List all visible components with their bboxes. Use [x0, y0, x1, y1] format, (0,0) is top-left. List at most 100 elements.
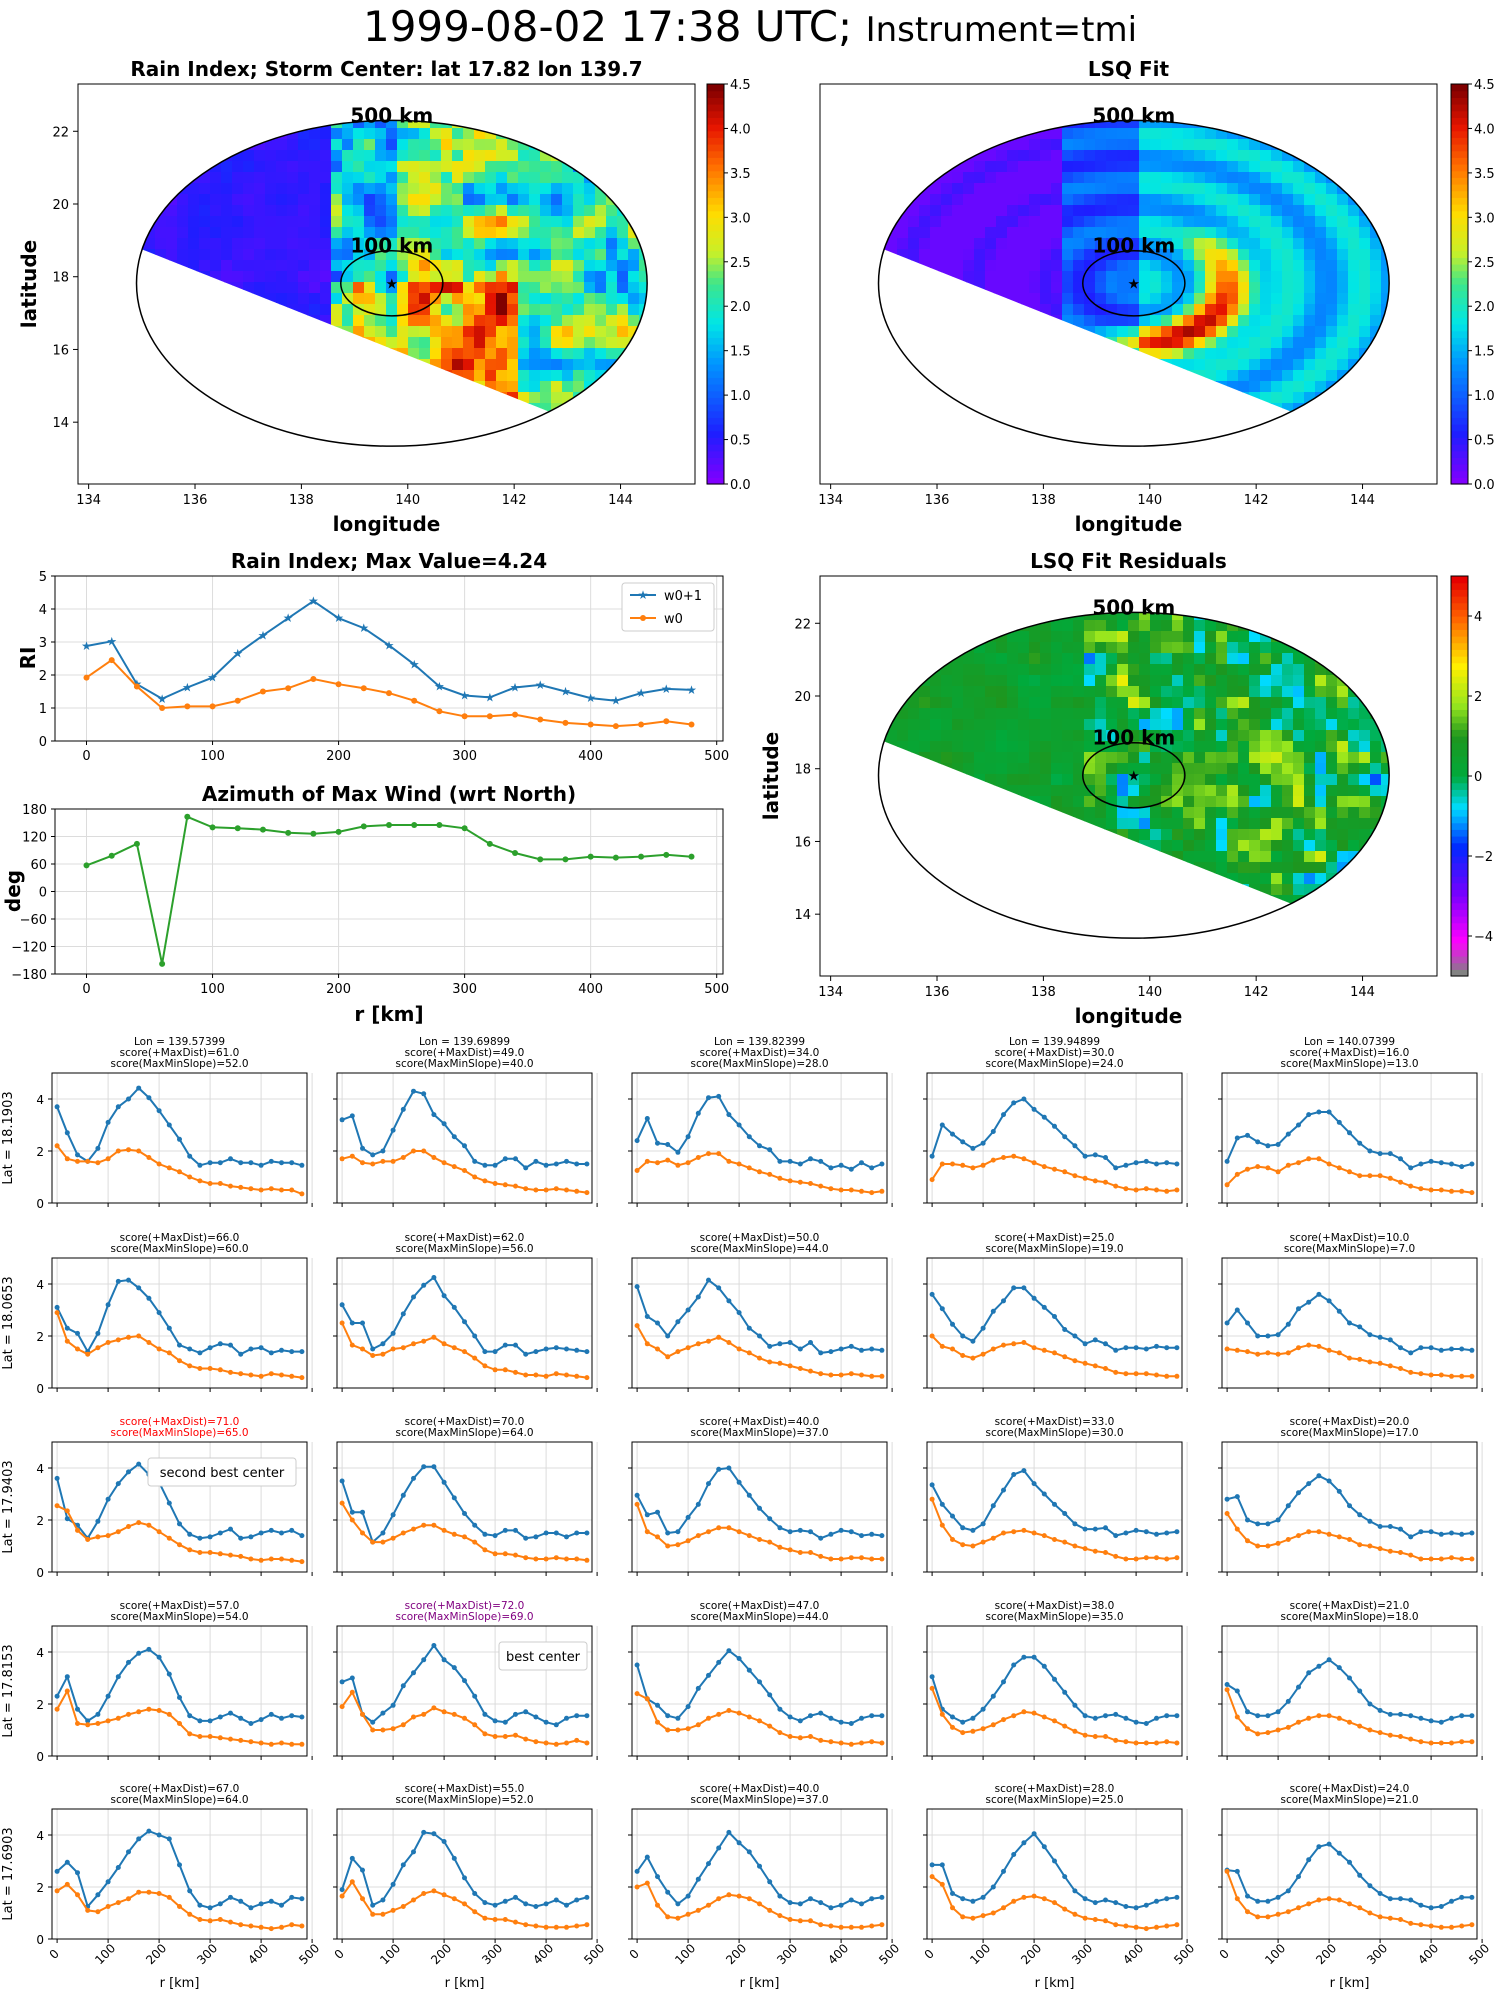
- fit-field-cell: [1172, 120, 1184, 129]
- fit-field-cell: [1227, 139, 1239, 151]
- rain-field-cell: [342, 293, 354, 305]
- grid-panel-point: [757, 1143, 762, 1149]
- rain-field-cell: [628, 260, 640, 272]
- grid-panel-title: score(MaxMinSlope)=13.0: [1280, 1058, 1418, 1070]
- rain-colorbar-swatch: [707, 377, 724, 385]
- fit-field-cell: [1326, 326, 1338, 338]
- rain-field-cell: [540, 172, 552, 184]
- fit-field-cell: [1029, 216, 1041, 228]
- fit-field-cell: [1073, 271, 1085, 283]
- grid-panel-point: [1113, 1183, 1119, 1189]
- grid-panel-plot-area: [1222, 1073, 1477, 1203]
- resid-field-cell: [1326, 818, 1338, 830]
- rain-field-cell: [298, 150, 310, 162]
- fit-field-cell: [1348, 337, 1360, 349]
- resid-field-cell: [1337, 719, 1349, 731]
- rain-field-cell: [353, 128, 365, 140]
- resid-field-cell: [1282, 752, 1294, 764]
- rain-field-cell: [364, 194, 376, 206]
- rain-field-cell: [562, 381, 574, 393]
- grid-panel-title: score(MaxMinSlope)=44.0: [690, 1243, 828, 1255]
- rain-field-cell: [419, 315, 431, 327]
- fit-field-cell: [1117, 172, 1129, 184]
- resid-field-cell: [1150, 620, 1162, 632]
- rain-field-cell: [298, 304, 310, 316]
- fit-field-cell: [1238, 381, 1250, 393]
- resid-field-cell: [1359, 752, 1371, 764]
- grid-panel-point: [939, 1343, 945, 1349]
- rain-field-cell: [463, 183, 475, 195]
- grid-panel-point: [1062, 1327, 1068, 1332]
- grid-panel-point: [736, 1122, 742, 1128]
- grid-panel-point: [584, 1349, 590, 1355]
- grid-panel-axes-frame: [336, 1072, 593, 1204]
- grid-panel-point: [411, 1148, 416, 1154]
- rain-field-cell: [540, 304, 552, 316]
- rain-field-cell: [221, 249, 233, 261]
- grid-panel-point: [115, 1481, 121, 1487]
- grid-panel-point: [929, 1177, 935, 1183]
- rain-field-cell: [265, 139, 277, 151]
- grid-panel-point: [990, 1129, 996, 1134]
- grid-panel-axes-frame: [1221, 1257, 1478, 1389]
- grid-panel-point: [380, 1158, 386, 1164]
- grid-panel-ytick-label: 0: [36, 1197, 44, 1211]
- resid-colorbar-swatch: [1451, 682, 1468, 690]
- resid-field-cell: [1282, 664, 1294, 676]
- fit-field-cell: [1051, 139, 1063, 151]
- fit-field-cell: [1227, 282, 1239, 294]
- fit-field-cell: [1260, 249, 1272, 261]
- resid-field-cell: [952, 741, 964, 753]
- grid-panel-point: [1082, 1360, 1088, 1366]
- resid-field-cell: [1260, 818, 1272, 830]
- grid-panel-point: [238, 1535, 244, 1541]
- grid-panel-plot-area: [927, 1073, 1182, 1203]
- resid-xtick-label: 142: [1244, 985, 1269, 1000]
- resid-field-cell: [1205, 620, 1217, 632]
- resid-field-cell: [1249, 752, 1261, 764]
- rain-field-cell: [243, 249, 255, 261]
- grid-panel-point: [1123, 1345, 1129, 1351]
- resid-field-cell: [1238, 763, 1250, 775]
- fit-colorbar-swatch: [1451, 250, 1468, 258]
- fit-field-cell: [1315, 271, 1327, 283]
- fit-field-cell: [1315, 172, 1327, 184]
- rain-field-cell: [529, 205, 541, 217]
- resid-field-cell: [1029, 774, 1041, 786]
- rain-field-cell: [331, 183, 343, 195]
- grid-panel-point: [380, 1539, 386, 1545]
- fit-field-cell: [1029, 205, 1041, 217]
- grid-panel-axes-frame: [1221, 1072, 1478, 1204]
- resid-field-cell: [1161, 612, 1173, 621]
- rain-field-cell: [573, 271, 585, 283]
- grid-panel-point: [105, 1533, 111, 1539]
- grid-panel-point: [339, 1117, 345, 1123]
- grid-panel-point: [1011, 1285, 1017, 1291]
- fit-field-cell: [1095, 227, 1107, 239]
- resid-field-cell: [941, 664, 953, 676]
- grid-panel-point: [258, 1557, 264, 1563]
- fit-field-cell: [985, 150, 997, 162]
- grid-panel-point: [339, 1156, 345, 1162]
- grid-panel-point: [859, 1372, 864, 1378]
- rain-field-cell: [331, 304, 343, 316]
- resid-field-cell: [1205, 642, 1217, 654]
- grid-panel-point: [1072, 1173, 1078, 1179]
- fit-field-cell: [1073, 260, 1085, 272]
- grid-panel-point: [685, 1345, 691, 1351]
- resid-field-cell: [1161, 686, 1173, 698]
- fit-field-cell: [1326, 205, 1338, 217]
- grid-panel-point: [339, 1500, 345, 1506]
- rain-field-cell: [628, 293, 640, 305]
- grid-panel-point: [808, 1156, 813, 1162]
- rain-colorbar-swatch: [707, 310, 724, 318]
- rain-field-cell: [584, 348, 596, 360]
- fit-colorbar-swatch: [1451, 350, 1468, 358]
- rain-field-cell: [397, 271, 409, 283]
- fit-field-cell: [1183, 238, 1195, 250]
- grid-panel-point: [370, 1539, 376, 1545]
- grid-panel-point: [472, 1522, 478, 1528]
- resid-field-cell: [1205, 851, 1217, 863]
